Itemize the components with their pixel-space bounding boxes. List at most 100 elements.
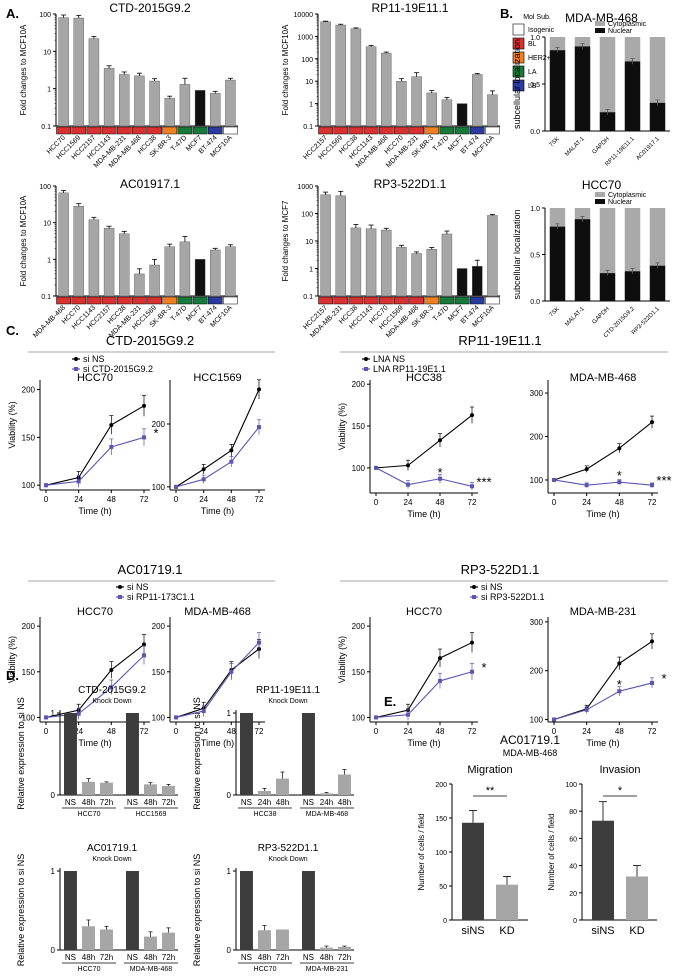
- chart-title: AC01719.1: [500, 733, 560, 747]
- chart-title: MDA-MB-468: [184, 606, 251, 618]
- legend-swatch: [512, 51, 525, 64]
- y-tick-label: 1.0: [530, 35, 540, 42]
- x-tick-label: 24h: [258, 798, 271, 807]
- subtype-strip: [348, 296, 364, 305]
- x-tick-label: 48: [227, 727, 236, 736]
- x-tick-label: 24: [582, 727, 591, 736]
- bar: [320, 947, 333, 950]
- x-tick-label: 72: [648, 727, 657, 736]
- bar: [210, 93, 221, 127]
- x-axis-label: Time (h): [586, 738, 619, 748]
- bar: [258, 930, 271, 950]
- bar: [58, 17, 69, 127]
- data-point: [142, 653, 146, 658]
- x-tick-label: 72h: [338, 953, 351, 962]
- bar: [88, 38, 100, 127]
- bar: [350, 227, 362, 297]
- nuclear-bar: [649, 102, 666, 131]
- subtype-strip: [177, 296, 193, 305]
- subtype-strip: [439, 126, 455, 135]
- legend-swatch-nuclear: [595, 28, 605, 33]
- x-tick-label: 48: [436, 498, 445, 507]
- x-tick-label: 7SK: [549, 306, 561, 318]
- chart-D1: CTD-2015G9.2 Knock Down Relative expressio…: [16, 685, 178, 818]
- legend-marker-knockdown: [74, 367, 78, 371]
- significance-star: ***: [476, 474, 491, 489]
- x-tick-label: NS: [241, 798, 252, 807]
- nuclear-bar: [649, 265, 666, 301]
- bar: [456, 103, 468, 127]
- chart-D2: RP11-19E11.1 Knock Down Relative expressio…: [192, 685, 354, 818]
- chart-title: AC01719.1: [87, 843, 137, 854]
- cytoplasmic-bar: [574, 208, 591, 220]
- subtype-strip: [162, 296, 178, 305]
- y-tick-label: 1000: [297, 34, 313, 41]
- bar: [381, 52, 392, 127]
- subtype-strip: [71, 126, 87, 135]
- x-tick-label: 72h: [100, 798, 113, 807]
- subtype-strip: [132, 296, 147, 305]
- y-tick-label: 100: [435, 850, 447, 857]
- bar: [426, 249, 437, 297]
- legend-swatch: [512, 23, 525, 36]
- x-tick-label: 0: [374, 727, 379, 736]
- bar: [487, 94, 498, 127]
- x-tick-label: 24: [74, 495, 83, 504]
- subtype-strip: [56, 296, 71, 305]
- legend-swatch-cytoplasmic: [595, 21, 605, 26]
- bar: [64, 871, 77, 950]
- legend-title: Mol Sub.: [523, 14, 551, 21]
- significance-star: *: [617, 677, 622, 692]
- x-tick-label: 48h: [320, 953, 333, 962]
- bar: [302, 871, 315, 950]
- y-tick-label: 20: [569, 891, 577, 898]
- subtype-strip: [147, 126, 162, 135]
- bar: [82, 926, 95, 950]
- chart-title: RP3-522D1.1: [258, 843, 319, 854]
- group-title: RP3-522D1.1: [461, 562, 540, 577]
- x-axis-label: Time (h): [78, 506, 111, 516]
- x-axis-label: Time (h): [407, 738, 440, 748]
- y-axis-label: Relative expression to si NS: [192, 854, 202, 967]
- x-axis-label: Time (h): [586, 509, 619, 519]
- subtype-strip: [469, 296, 485, 305]
- y-tick-label: 0.0: [530, 129, 540, 136]
- subtype-strip: [363, 126, 379, 135]
- y-tick-label: 1: [51, 867, 56, 876]
- y-tick-label: 200: [352, 622, 366, 631]
- chart-subtitle: Knock Down: [268, 698, 307, 705]
- x-tick-label: T-47D: [170, 304, 188, 322]
- data-point: [257, 640, 261, 645]
- cytoplasmic-bar: [624, 37, 641, 62]
- data-point: [406, 482, 410, 487]
- y-tick-label: 0: [443, 918, 447, 925]
- bar: [441, 233, 453, 297]
- y-axis-label: Fold changes to MCF10A: [281, 24, 290, 115]
- data-point: [406, 712, 410, 717]
- x-tick-label: 0: [44, 727, 49, 736]
- x-tick-label: MALAT-1: [564, 306, 586, 328]
- cytoplasmic-bar: [549, 37, 566, 51]
- subtype-strip: [192, 126, 208, 135]
- legend-label: si NS: [127, 582, 149, 592]
- subtype-strip: [132, 126, 147, 135]
- chart-title: RP11-19E11.1: [256, 685, 321, 696]
- y-tick-label: 200: [352, 380, 366, 389]
- data-point: [470, 640, 474, 645]
- chart-subtitle: Knock Down: [92, 698, 131, 705]
- y-axis-label: Viability (%): [337, 636, 347, 683]
- data-point: [584, 467, 589, 472]
- bar: [441, 99, 453, 127]
- x-tick-label: 48: [107, 495, 116, 504]
- y-tick-label: 1000: [297, 184, 313, 191]
- series-line: [375, 467, 473, 487]
- data-point: [617, 446, 622, 451]
- y-axis-label: Fold changes to MCF10A: [19, 195, 28, 286]
- legend-marker-control: [118, 585, 122, 589]
- bar: [119, 74, 130, 127]
- bar: [225, 246, 236, 297]
